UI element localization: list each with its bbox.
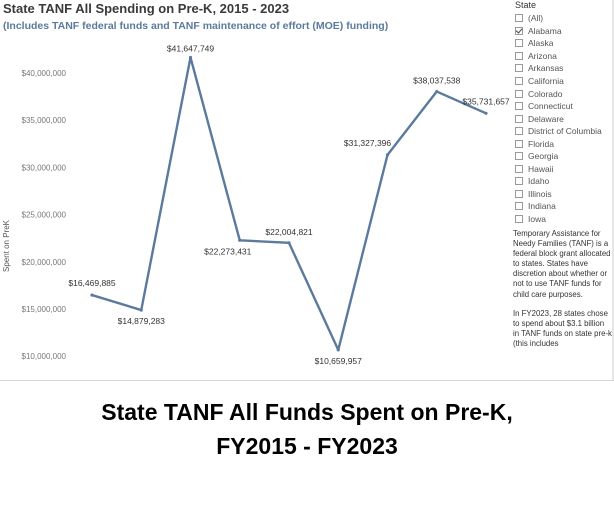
y-tick-label: $35,000,000	[22, 116, 67, 125]
checkbox-icon[interactable]	[515, 64, 523, 73]
state-filter-label: Idaho	[528, 176, 550, 187]
checkbox-icon[interactable]	[515, 127, 523, 136]
state-filter-item[interactable]: Arkansas	[515, 62, 602, 75]
data-point[interactable]	[139, 308, 143, 312]
state-filter-item[interactable]: Arizona	[515, 50, 602, 63]
checkbox-icon[interactable]	[515, 177, 523, 186]
y-tick-label: $25,000,000	[22, 211, 67, 220]
state-filter-item[interactable]: Connecticut	[515, 100, 602, 113]
data-point[interactable]	[385, 153, 390, 157]
data-point[interactable]	[336, 348, 340, 352]
checkbox-icon[interactable]	[515, 77, 523, 85]
data-point[interactable]	[90, 293, 94, 297]
state-filter-list: (All) Alabama Alaska Arizona Arkansas Califor…	[515, 12, 602, 225]
checkbox-icon[interactable]	[515, 39, 523, 48]
data-point[interactable]	[188, 55, 193, 60]
state-filter-label: Illinois	[528, 188, 552, 199]
chart-subtitle: (Includes TANF federal funds and TANF ma…	[3, 20, 389, 32]
state-filter-label: (All)	[528, 13, 544, 24]
state-filter-label: California	[528, 76, 564, 86]
state-filter-item[interactable]: Indiana	[515, 200, 602, 213]
data-label: $22,273,431	[204, 246, 252, 256]
data-point[interactable]	[238, 238, 242, 242]
state-filter-label: Hawaii	[528, 163, 554, 174]
filter-description: Temporary Assistance for Needy Families …	[513, 229, 612, 358]
state-filter-item[interactable]: District of Columbia	[515, 125, 602, 138]
y-tick-label: $30,000,000	[22, 163, 67, 172]
checkbox-icon[interactable]	[515, 89, 523, 98]
state-filter-item[interactable]: California	[515, 75, 602, 88]
y-tick-label: $20,000,000	[22, 258, 67, 267]
data-label: $41,647,749	[167, 43, 215, 53]
state-filter-item[interactable]: (All)	[515, 12, 602, 25]
state-filter-item[interactable]: Hawaii	[515, 163, 602, 176]
checkbox-icon[interactable]	[515, 102, 523, 111]
data-label: $16,469,885	[68, 278, 116, 288]
state-filter-label: Iowa	[528, 214, 546, 225]
checkbox-checked-icon[interactable]	[515, 26, 523, 35]
state-filter-label: Alaska	[528, 38, 554, 49]
caption-line-1: State TANF All Funds Spent on Pre-K,	[101, 399, 513, 425]
caption-line-2: FY2015 - FY2023	[216, 433, 398, 459]
state-filter-item[interactable]: Iowa	[515, 213, 602, 226]
state-filter-item[interactable]: Delaware	[515, 112, 602, 125]
y-axis-label: Spent on PreK	[2, 219, 11, 272]
checkbox-icon[interactable]	[515, 14, 523, 23]
state-filter-item[interactable]: Illinois	[515, 188, 602, 201]
series-line[interactable]	[91, 56, 487, 352]
state-filter-item[interactable]: Idaho	[515, 175, 602, 188]
data-point[interactable]	[484, 111, 488, 115]
y-tick-label: $15,000,000	[22, 305, 67, 314]
y-tick-label: $40,000,000	[22, 69, 67, 78]
state-filter-label: Delaware	[528, 113, 564, 124]
data-label: $38,037,538	[413, 76, 461, 86]
state-filter-label: District of Columbia	[528, 126, 602, 137]
state-filter-label: Connecticut	[528, 101, 573, 112]
state-filter-label: Georgia	[528, 151, 559, 162]
checkbox-icon[interactable]	[515, 164, 523, 173]
data-label: $14,879,283	[118, 316, 166, 326]
checkbox-icon[interactable]	[515, 51, 523, 60]
description-paragraph: Temporary Assistance for Needy Families …	[513, 229, 611, 299]
chart-frame: $10,000,000 $15,000,000 $20,000,000 $25,000…	[0, 0, 614, 381]
checkbox-icon[interactable]	[515, 215, 523, 224]
checkbox-icon[interactable]	[515, 189, 523, 198]
chart-title: State TANF All Spending on Pre-K, 2015 -…	[3, 1, 290, 16]
state-filter-item[interactable]: Colorado	[515, 87, 602, 100]
description-paragraph: In FY2023, 28 states chose to spend abou…	[513, 308, 612, 348]
data-label: $10,659,957	[315, 356, 363, 366]
checkbox-icon[interactable]	[515, 202, 523, 211]
image-caption: State TANF All Funds Spent on Pre-K, FY2…	[0, 395, 614, 463]
state-filter-item[interactable]: Georgia	[515, 150, 602, 163]
checkbox-icon[interactable]	[515, 139, 523, 148]
state-filter-item[interactable]: Alabama	[515, 25, 602, 38]
filter-scrollbar[interactable]	[612, 0, 614, 380]
state-filter-label: Arkansas	[528, 63, 564, 74]
checkbox-icon[interactable]	[515, 152, 523, 161]
data-point[interactable]	[435, 89, 439, 94]
data-label: $31,327,396	[344, 138, 392, 148]
data-label: $22,004,821	[265, 227, 313, 237]
state-filter-item[interactable]: Florida	[515, 137, 602, 150]
state-filter-label: Colorado	[528, 88, 563, 99]
state-filter-panel: State (All) Alabama Alaska Arizona Arkansas C…	[513, 0, 614, 380]
state-filter-label: Indiana	[528, 201, 556, 212]
state-filter-label: Florida	[528, 138, 554, 149]
series-line-group	[90, 55, 488, 352]
y-axis: $10,000,000 $15,000,000 $20,000,000 $25,000…	[22, 69, 67, 361]
data-label: $35,731,657	[462, 96, 510, 106]
data-labels: $16,469,885 $14,879,283 $41,647,749 $22,273…	[68, 43, 510, 365]
data-point[interactable]	[287, 241, 291, 245]
state-filter-label: Alabama	[528, 25, 562, 36]
filter-title: State	[515, 0, 537, 10]
state-filter-label: Arizona	[528, 50, 557, 61]
y-tick-label: $10,000,000	[22, 352, 67, 361]
checkbox-icon[interactable]	[515, 114, 523, 123]
line-chart: $10,000,000 $15,000,000 $20,000,000 $25,000…	[2, 43, 510, 365]
state-filter-item[interactable]: Alaska	[515, 37, 602, 50]
